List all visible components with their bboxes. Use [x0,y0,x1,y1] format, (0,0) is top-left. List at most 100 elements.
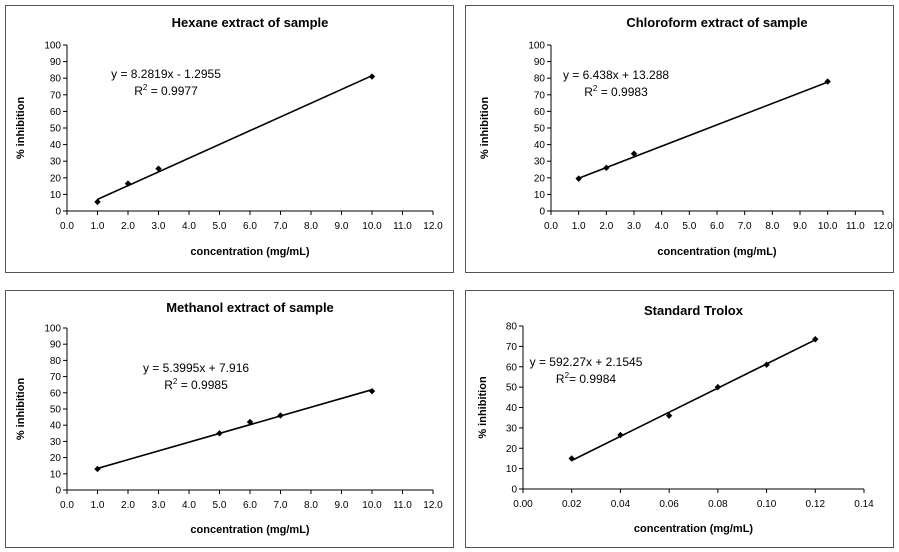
x-tick-label: 7.0 [738,221,752,232]
r-squared-value: = 0.9985 [177,378,228,392]
y-tick-label: 30 [534,157,546,168]
x-tick-label: 8.0 [304,500,318,511]
x-tick-label: 8.0 [304,221,318,232]
data-point [277,412,284,419]
x-tick-label: 4.0 [182,221,196,232]
x-tick-label: 4.0 [655,221,669,232]
y-tick-label: 20 [50,173,62,184]
x-tick-label: 4.0 [182,500,196,511]
x-tick-label: 0.08 [708,499,728,510]
r-squared-label: R2 = 0.9985 [164,377,228,392]
y-tick-label: 0 [55,486,61,497]
x-tick-label: 11.0 [393,500,412,511]
x-tick-label: 10.0 [818,221,838,232]
r-squared-value: = 0.9984 [569,372,616,386]
data-point [368,73,376,80]
x-tick-label: 10.0 [362,500,382,511]
y-tick-label: 50 [506,383,518,394]
x-tick-label: 10.0 [362,221,382,232]
y-tick-label: 80 [506,322,518,333]
x-axis-label: concentration (mg/mL) [657,246,777,258]
y-tick-label: 10 [506,464,518,475]
r-squared-exponent: 2 [143,83,148,92]
data-point [368,387,376,395]
data-point [575,175,582,182]
methanol-chart: Methanol extract of sample 0 10 20 30 40 50 60 7… [15,300,443,536]
data-point [124,180,132,187]
hexane-chart-panel: Hexane extract of sample 0 10 20 30 40 50 60 70 8… [5,5,454,273]
data-point [630,150,638,157]
data-point [216,430,223,437]
x-tick-label: 1.0 [572,221,586,232]
y-tick-label: 0 [511,485,517,496]
x-tick-label: 11.0 [393,221,412,232]
trendline [97,388,373,470]
data-point [763,361,770,368]
y-tick-label: 60 [50,388,62,399]
chart-title: Chloroform extract of sample [626,15,807,30]
trolox-chart: Standard Trolox 0 10 20 30 40 50 60 70 80 0.00 0.02… [477,303,874,535]
data-point [94,198,101,206]
trendline [97,74,373,201]
chloroform-chart: Chloroform extract of sample 0 10 20 30 40 50 6… [479,15,893,258]
x-tick-label: 1.0 [91,500,105,511]
chart-title: Hexane extract of sample [172,15,329,30]
y-tick-label: 20 [534,173,546,184]
x-tick-label: 3.0 [627,221,641,232]
chart-title: Methanol extract of sample [166,300,334,315]
y-tick-label: 80 [50,74,62,85]
y-tick-label: 20 [50,453,62,464]
hexane-chart: Hexane extract of sample 0 10 20 30 40 50 60 70 8… [15,15,443,258]
r-squared-label: R2 = 0.9983 [584,84,648,99]
trolox-chart-panel: Standard Trolox 0 10 20 30 40 50 60 70 80 0.00 0.02… [465,290,894,548]
x-tick-label: 3.0 [152,500,166,511]
x-tick-label: 12.0 [423,500,443,511]
y-tick-label: 90 [50,57,62,68]
trendline-equation: y = 5.3995x + 7.916 [143,361,249,375]
x-tick-label: 9.0 [335,221,349,232]
y-axis-label: % inhibition [479,97,491,160]
y-tick-label: 30 [50,437,62,448]
x-tick-label: 0.02 [562,499,582,510]
y-tick-label: 50 [534,124,546,135]
y-tick-label: 70 [50,90,62,101]
r-squared-exponent: 2 [593,84,598,93]
x-tick-label: 0.0 [544,221,558,232]
y-tick-label: 100 [528,41,545,52]
y-tick-label: 100 [44,41,61,52]
y-tick-label: 70 [50,372,62,383]
chloroform-chart-panel: Chloroform extract of sample 0 10 20 30 40 50 6… [465,5,894,273]
y-tick-label: 80 [534,74,546,85]
x-tick-label: 0.12 [806,499,826,510]
x-axis-label: concentration (mg/mL) [190,246,310,258]
y-tick-label: 40 [50,421,62,432]
x-tick-label: 11.0 [846,221,865,232]
x-tick-label: 2.0 [121,221,135,232]
y-tick-label: 70 [506,342,518,353]
x-tick-label: 0.10 [757,499,777,510]
y-tick-label: 50 [50,405,62,416]
y-axis-label: % inhibition [15,378,27,441]
x-tick-label: 5.0 [213,500,227,511]
methanol-chart-panel: Methanol extract of sample 0 10 20 30 40 50 60 7… [5,290,454,548]
x-tick-label: 0.14 [854,499,874,510]
r-squared-prefix: R [584,85,593,99]
y-tick-label: 0 [539,207,545,218]
x-tick-label: 6.0 [243,221,257,232]
r-squared-exponent: 2 [173,377,178,386]
y-tick-label: 40 [50,140,62,151]
y-tick-label: 60 [534,107,546,118]
chart-title: Standard Trolox [644,303,744,318]
r-squared-exponent: 2 [565,371,570,380]
x-tick-label: 2.0 [599,221,613,232]
y-tick-label: 50 [50,124,62,135]
y-tick-label: 0 [55,207,61,218]
data-point [568,455,575,462]
x-tick-label: 5.0 [213,221,227,232]
x-tick-label: 6.0 [243,500,257,511]
data-point [94,465,101,473]
y-tick-label: 90 [50,340,62,351]
y-tick-label: 40 [534,140,546,151]
r-squared-label: R2 = 0.9977 [134,83,198,98]
x-tick-label: 0.04 [611,499,631,510]
